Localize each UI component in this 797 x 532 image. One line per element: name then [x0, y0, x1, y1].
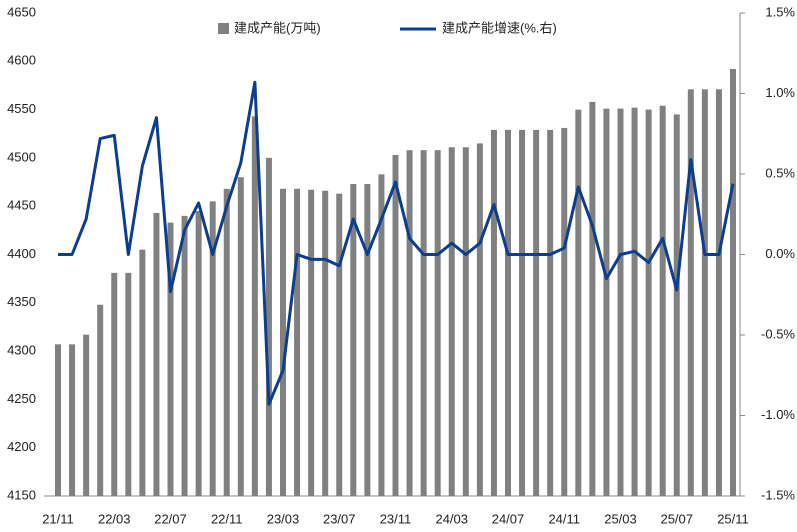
bar — [195, 211, 202, 496]
bar — [280, 188, 286, 496]
bar — [420, 150, 427, 496]
y2-tick-label: -0.5% — [761, 326, 795, 341]
bar — [701, 89, 708, 497]
bar — [631, 107, 638, 496]
legend-label: 建成产能增速(%.右) — [442, 20, 557, 35]
bar — [209, 201, 216, 496]
bar — [406, 150, 413, 496]
bar — [322, 190, 329, 496]
line — [58, 80, 735, 406]
bar — [350, 183, 357, 496]
bar — [505, 129, 511, 497]
y-tick-label: 4650 — [7, 4, 36, 19]
bar — [687, 89, 694, 497]
bar — [294, 188, 301, 496]
bar — [547, 129, 554, 497]
bar — [603, 108, 610, 496]
bar — [69, 344, 76, 496]
y-tick-label: 4250 — [7, 391, 36, 406]
y-tick-label: 4150 — [7, 487, 36, 502]
bar — [223, 188, 230, 496]
x-tick-label: 25/03 — [604, 511, 637, 526]
bar — [476, 143, 483, 496]
x-tick-label: 24/11 — [548, 511, 580, 526]
bar — [378, 174, 385, 496]
y-tick-label: 4350 — [7, 294, 36, 309]
y2-tick-label: 1.5% — [765, 4, 795, 19]
bar — [575, 109, 582, 496]
bar — [308, 189, 315, 496]
bar — [589, 101, 596, 496]
y-tick-label: 4400 — [7, 246, 36, 261]
bar — [659, 105, 666, 497]
bar — [519, 129, 526, 497]
x-tick-label: 22/03 — [98, 511, 131, 526]
bar — [364, 183, 371, 496]
y-tick-label: 4600 — [7, 53, 36, 68]
bar — [167, 222, 174, 496]
bar — [645, 109, 652, 496]
bar — [55, 344, 61, 496]
bar — [561, 127, 568, 496]
legend-label: 建成产能(万吨) — [234, 20, 321, 35]
x-tick-label: 22/11 — [211, 511, 243, 526]
bar — [83, 334, 90, 496]
x-tick-label: 24/03 — [435, 511, 468, 526]
x-tick-label: 23/03 — [267, 511, 300, 526]
x-tick-label: 25/07 — [660, 511, 693, 526]
y-tick-label: 4550 — [7, 101, 36, 116]
bar — [111, 272, 118, 496]
bar — [490, 129, 497, 497]
bar — [617, 108, 624, 496]
bar — [448, 147, 455, 497]
y-tick-label: 4200 — [7, 439, 36, 454]
x-tick-label: 22/07 — [154, 511, 187, 526]
y-tick-label: 4500 — [7, 149, 36, 164]
bar — [265, 157, 272, 496]
bar — [533, 129, 540, 497]
y2-tick-label: 1.0% — [765, 85, 795, 100]
y2-tick-label: -1.0% — [761, 407, 795, 422]
bar — [715, 89, 722, 497]
bar — [251, 116, 258, 496]
bar — [153, 212, 160, 496]
x-tick-label: 21/11 — [42, 511, 74, 526]
bar — [181, 215, 188, 497]
bar — [97, 304, 104, 496]
bar — [336, 193, 343, 496]
x-tick-label: 23/11 — [380, 511, 412, 526]
bar — [730, 69, 736, 496]
bar — [139, 249, 146, 496]
y-tick-label: 4450 — [7, 198, 36, 213]
y2-tick-label: 0.5% — [765, 165, 795, 180]
bar — [125, 272, 132, 496]
x-tick-label: 25/11 — [717, 511, 749, 526]
bar — [392, 155, 399, 496]
y2-tick-label: 0.0% — [765, 246, 795, 261]
y2-tick-label: -1.5% — [761, 487, 795, 502]
bar — [237, 177, 244, 496]
bar — [673, 114, 680, 497]
x-tick-label: 24/07 — [492, 511, 525, 526]
y-tick-label: 4300 — [7, 343, 36, 358]
bar — [434, 150, 441, 496]
x-tick-label: 23/07 — [323, 511, 356, 526]
legend-swatch — [218, 23, 229, 34]
bar — [462, 147, 469, 497]
